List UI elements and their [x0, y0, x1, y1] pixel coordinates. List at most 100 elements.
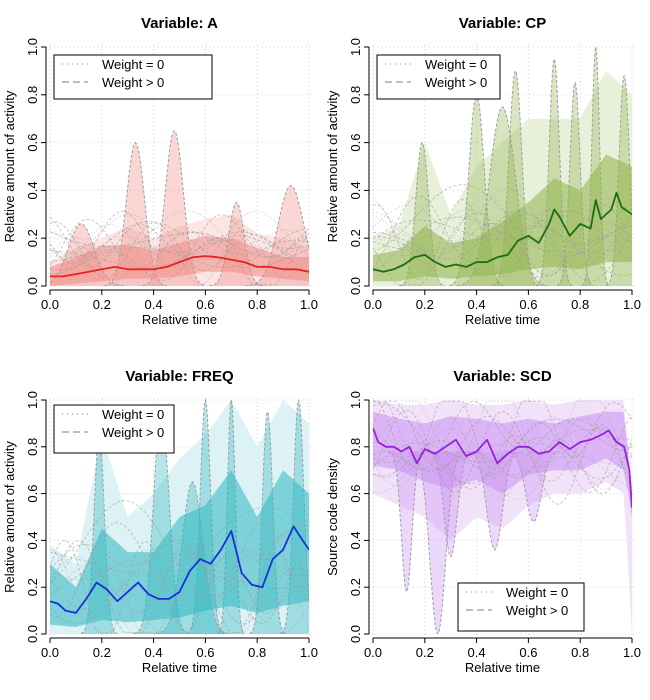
peak-trace	[556, 81, 594, 286]
background-trace	[373, 210, 632, 262]
legend-label: Weight = 0	[425, 57, 487, 72]
y-tick-label: 0.2	[25, 229, 40, 247]
y-tick-label: 0.8	[25, 438, 40, 456]
x-tick-label: 0.2	[416, 297, 434, 312]
chart-title: Variable: SCD	[453, 368, 552, 385]
peak-trace	[156, 481, 229, 634]
background-trace	[373, 400, 632, 469]
x-tick-label: 0.6	[196, 297, 214, 312]
peak-fill	[134, 411, 189, 634]
plot-area	[50, 129, 309, 286]
peak-fill	[399, 142, 445, 286]
background-trace	[373, 409, 632, 493]
legend-label: Weight > 0	[506, 603, 568, 618]
peak-fill	[556, 82, 594, 286]
y-tick-label: 0.2	[348, 229, 363, 247]
background-trace	[50, 236, 309, 286]
plot-area	[50, 398, 309, 634]
y-tick-label: 1.0	[25, 38, 40, 56]
peak-fill	[142, 130, 207, 286]
x-tick-label: 0.6	[519, 645, 537, 660]
y-tick-label: 0.0	[25, 277, 40, 295]
legend: Weight = 0 Weight > 0	[53, 54, 213, 100]
y-tick-label: 0.4	[25, 531, 40, 549]
peak-fill	[492, 70, 539, 286]
peak-fill	[536, 59, 573, 286]
legend: Weight = 0 Weight > 0	[376, 54, 501, 100]
background-trace	[50, 210, 309, 267]
chart-panel-1: 0.00.0 0.2 0.2 0.4 0.4 0.6 0.6 0.8 0.8 1.0 1.0 Vari…	[2, 15, 318, 327]
legend: Weight = 0 Weight > 0	[53, 404, 175, 454]
x-tick-label: 0.4	[145, 645, 163, 660]
background-trace	[373, 212, 632, 286]
background-trace	[50, 228, 309, 269]
peak-trace	[209, 201, 264, 286]
background-trace	[50, 539, 309, 634]
plot-area	[373, 46, 632, 286]
background-trace	[50, 221, 309, 275]
legend-box	[457, 582, 585, 632]
y-tick-label: 1.0	[25, 391, 40, 409]
peak-fill	[449, 94, 504, 286]
y-tick-label: 0.6	[25, 134, 40, 152]
x-tick-label: 0.0	[364, 297, 382, 312]
chart-title: Variable: A	[141, 15, 218, 32]
background-trace	[373, 210, 632, 282]
background-trace	[373, 400, 632, 469]
y-tick-label: 0.8	[348, 438, 363, 456]
x-tick-label: 0.8	[248, 645, 266, 660]
x-axis-label: Relative time	[142, 660, 217, 675]
y-tick-label: 0.4	[348, 531, 363, 549]
background-trace	[373, 215, 632, 257]
background-trace	[50, 210, 309, 268]
x-tick-label: 0.8	[571, 645, 589, 660]
peak-fill	[81, 435, 118, 634]
chart-panel-4: 0.00.0 0.2 0.2 0.4 0.4 0.6 0.6 0.8 0.8 1.0 1.0 Vari…	[325, 368, 641, 675]
mean-line	[373, 191, 632, 273]
x-tick-label: 0.8	[571, 297, 589, 312]
background-trace	[373, 437, 632, 480]
background-trace	[373, 424, 632, 505]
background-trace	[373, 225, 632, 276]
background-trace	[373, 438, 632, 495]
y-tick-label: 0.4	[348, 181, 363, 199]
legend-box	[376, 54, 501, 100]
background-trace	[50, 550, 309, 634]
background-trace	[373, 195, 632, 270]
legend-box	[53, 404, 175, 454]
background-trace	[373, 216, 632, 273]
chart-title: Variable: FREQ	[125, 368, 234, 385]
background-trace	[50, 556, 309, 624]
x-tick-label: 0.6	[196, 645, 214, 660]
peak-trace	[581, 46, 610, 286]
x-axis-label: Relative time	[142, 312, 217, 327]
background-trace	[50, 210, 309, 267]
y-axis-label: Relative amount of activity	[2, 441, 17, 593]
background-trace	[50, 231, 309, 275]
x-tick-label: 1.0	[300, 645, 318, 660]
background-trace	[373, 204, 632, 277]
background-trace	[50, 500, 309, 598]
legend-label: Weight > 0	[425, 75, 487, 90]
y-tick-label: 0.2	[25, 578, 40, 596]
peak-fill	[410, 451, 465, 634]
chart-title: Variable: CP	[459, 15, 547, 32]
background-trace	[50, 236, 309, 263]
x-tick-label: 0.4	[145, 297, 163, 312]
peak-fill	[506, 451, 561, 522]
x-tick-label: 0.0	[41, 645, 59, 660]
chart-panel-2: 0.00.0 0.2 0.2 0.4 0.4 0.6 0.6 0.8 0.8 1.0 1.0 Vari…	[325, 15, 641, 327]
y-axis-label: Relative amount of activity	[2, 90, 17, 242]
background-trace	[373, 416, 632, 500]
x-tick-label: 0.2	[93, 297, 111, 312]
inner-band	[50, 235, 309, 286]
mean-line	[50, 525, 309, 614]
y-tick-label: 0.4	[25, 181, 40, 199]
peak-fill	[582, 47, 610, 286]
y-tick-label: 0.0	[348, 277, 363, 295]
background-trace	[373, 400, 632, 470]
x-tick-label: 0.2	[93, 645, 111, 660]
peak-fill	[388, 451, 425, 592]
y-axis-label: Relative amount of activity	[325, 90, 340, 242]
